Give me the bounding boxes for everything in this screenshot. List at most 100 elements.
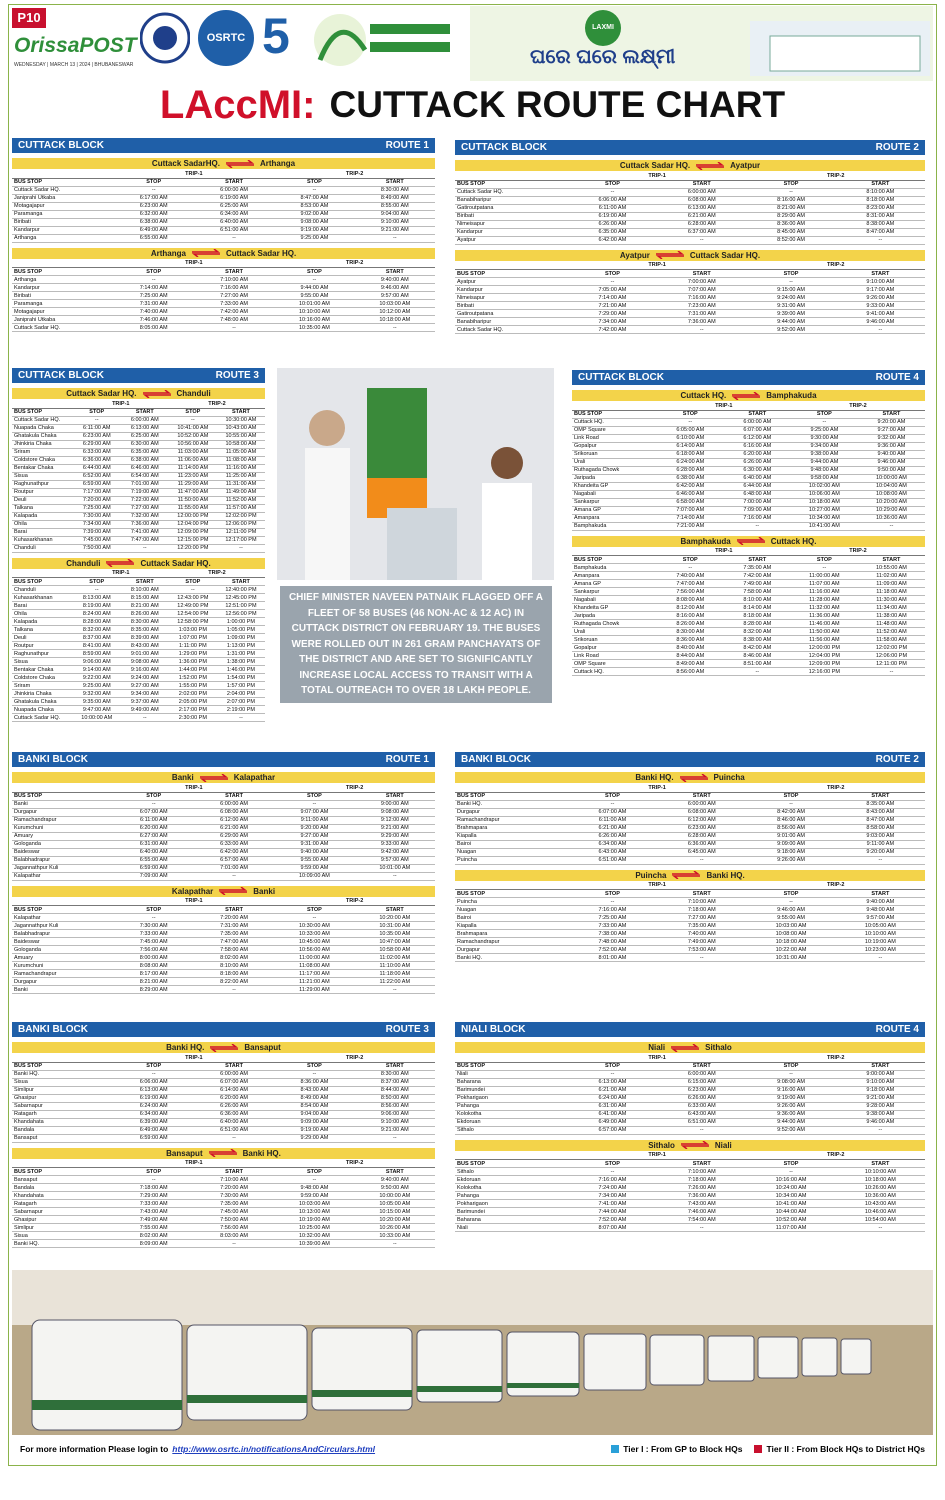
time-cell: 12:40:00 PM <box>216 585 265 594</box>
time-cell: 11:05:00 AM <box>216 448 265 457</box>
bus-stop-label: BUS STOP <box>12 577 73 586</box>
stop-name: Gatiroutpatana <box>455 204 568 213</box>
from-stop: Cuttack Sadar HQ. <box>66 389 137 398</box>
stop-name: Gopalpur <box>572 643 657 652</box>
time-cell: 10:41:00 AM <box>746 1199 836 1208</box>
direction-arrow <box>191 248 221 258</box>
time-cell: 8:49:00 AM <box>656 659 724 668</box>
block-name: NIALI BLOCK <box>461 1024 526 1035</box>
route-name: ROUTE 4 <box>875 1024 919 1035</box>
time-cell: 9:33:00 AM <box>354 840 435 849</box>
time-cell: -- <box>274 1070 355 1079</box>
start-label: START <box>723 555 791 564</box>
route-section: NIALI BLOCK ROUTE 4 Niali Sithalo TRIP-1 TRIP… <box>455 1022 925 1267</box>
time-cell: 8:22:00 AM <box>193 977 275 986</box>
stop-label: STOP <box>274 1167 355 1176</box>
direction-bar: Cuttack HQ. Bamphakuda <box>572 390 925 401</box>
bus-stop-label: BUS STOP <box>12 792 114 801</box>
footer-link[interactable]: http://www.osrtc.in/notificationsAndCirc… <box>172 1444 376 1454</box>
stop-name: Urali <box>572 458 657 467</box>
timetable: TRIP-1 TRIP-2 BUS STOP STOP START STOP START Ay… <box>455 261 925 334</box>
direction-bar: Niali Sithalo <box>455 1042 925 1053</box>
time-cell: 6:07:00 AM <box>113 808 194 817</box>
time-cell: 7:20:00 AM <box>193 1183 275 1192</box>
bus-stop-label: BUS STOP <box>455 792 568 801</box>
time-cell: 10:19:00 AM <box>835 937 925 946</box>
time-cell: -- <box>216 713 265 722</box>
time-cell: 9:48:00 AM <box>835 905 925 914</box>
time-cell: 8:26:00 AM <box>656 619 724 628</box>
stop-name: Kurumchuni <box>12 961 114 970</box>
stop-label: STOP <box>113 1167 194 1176</box>
route-section: BANKI BLOCK ROUTE 3 Banki HQ. Bansaput TRIP-… <box>12 1022 435 1267</box>
direction-arrow <box>655 250 685 260</box>
stop-row: Bentakar Chaka 9:14:00 AM 9:16:00 AM 1:44:0… <box>12 665 265 674</box>
time-cell: 7:16:00 AM <box>567 905 658 914</box>
stop-name: Janiprahi Utkaba <box>12 194 114 203</box>
time-cell: 7:00:00 AM <box>723 498 791 507</box>
time-cell: 11:02:00 AM <box>857 571 925 580</box>
time-cell: 7:50:00 AM <box>193 1215 275 1224</box>
time-cell: 11:03:00 AM <box>168 448 217 457</box>
stop-name: Bairoi <box>455 840 568 849</box>
time-cell: 8:07:00 AM <box>567 1223 658 1232</box>
title-lead: LAccMI: <box>159 82 316 127</box>
time-cell: 9:01:00 AM <box>120 649 169 658</box>
time-cell: 7:45:00 AM <box>193 1207 275 1216</box>
stop-row: Bandala 7:18:00 AM 7:20:00 AM 9:48:00 AM 9:5… <box>12 1183 435 1192</box>
time-cell: 6:36:00 AM <box>72 456 121 465</box>
time-cell: 9:10:00 AM <box>354 218 435 227</box>
stop-name: Khandahata <box>12 1118 114 1127</box>
time-cell: 12:06:00 PM <box>857 651 925 660</box>
stop-name: Sisua <box>12 472 73 481</box>
trip-row: TRIP-1 TRIP-2 <box>572 402 925 411</box>
time-cell: 6:13:00 AM <box>567 1078 658 1087</box>
stop-row: Paramanga 6:32:00 AM 6:34:00 AM 9:02:00 AM 9… <box>12 210 435 219</box>
time-cell: 7:35:00 AM <box>657 921 747 930</box>
time-cell: 11:55:00 AM <box>168 504 217 513</box>
stop-row: Simlipur 7:55:00 AM 7:56:00 AM 10:25:00 AM 1… <box>12 1223 435 1232</box>
direction-arrow <box>670 1043 700 1053</box>
stop-row: Barimundei 6:21:00 AM 6:23:00 AM 9:16:00 AM… <box>455 1086 925 1095</box>
stop-row: Sriram 6:33:00 AM 6:35:00 AM 11:03:00 AM 11:… <box>12 448 265 457</box>
stop-label: STOP <box>790 410 858 419</box>
stop-label: STOP <box>746 889 836 898</box>
time-cell: 10:43:00 AM <box>216 424 265 433</box>
photo-flag-off <box>277 368 554 580</box>
time-cell: 11:52:00 AM <box>857 627 925 636</box>
time-cell: 6:29:00 AM <box>72 440 121 449</box>
time-cell: 2:05:00 PM <box>168 697 217 706</box>
time-cell: 7:55:00 AM <box>113 1223 194 1232</box>
start-label: START <box>835 792 925 801</box>
section-header: CUTTACK BLOCK ROUTE 4 <box>572 370 925 385</box>
time-cell: 10:34:00 AM <box>746 1191 836 1200</box>
to-stop: Cuttack HQ. <box>770 536 817 546</box>
time-cell: 7:46:00 AM <box>657 1207 747 1216</box>
time-cell: 11:47:00 AM <box>168 488 217 497</box>
time-cell: 7:14:00 AM <box>656 514 724 523</box>
stop-name: Simlipur <box>12 1086 114 1095</box>
time-cell: 12:43:00 PM <box>168 593 217 602</box>
time-cell: 10:18:00 AM <box>835 1175 925 1184</box>
stop-name: Niali <box>455 1070 568 1079</box>
time-cell: 9:55:00 AM <box>274 856 355 865</box>
trip-label: TRIP-1 <box>567 261 747 270</box>
stop-row: Urali 6:24:00 AM 6:26:00 AM 9:44:00 AM 9:46:… <box>572 458 925 467</box>
stop-name: Khandeita GP <box>572 603 657 612</box>
stop-row: Bairoi 6:34:00 AM 6:36:00 AM 9:09:00 AM 9:11… <box>455 840 925 849</box>
stop-name: Pahanga <box>455 1102 568 1111</box>
section-header: BANKI BLOCK ROUTE 3 <box>12 1022 435 1037</box>
from-stop: Niali <box>648 1043 666 1052</box>
time-cell: 8:29:00 AM <box>113 985 194 994</box>
time-cell: 10:05:00 AM <box>354 1199 435 1208</box>
bus-stop-label: BUS STOP <box>455 889 568 898</box>
time-cell: 8:36:00 AM <box>274 1078 355 1087</box>
stop-row: Biribati 6:19:00 AM 6:21:00 AM 8:29:00 AM 8:… <box>455 212 925 221</box>
stop-name: Kalapathar <box>12 872 114 881</box>
time-cell: 10:19:00 AM <box>274 1215 355 1224</box>
time-cell: 9:10:00 AM <box>835 277 925 286</box>
time-cell: 10:33:00 AM <box>354 1231 435 1240</box>
direction-arrow <box>106 558 135 568</box>
time-cell: 6:20:00 AM <box>113 824 194 833</box>
time-cell: 10:02:00 AM <box>790 482 858 491</box>
